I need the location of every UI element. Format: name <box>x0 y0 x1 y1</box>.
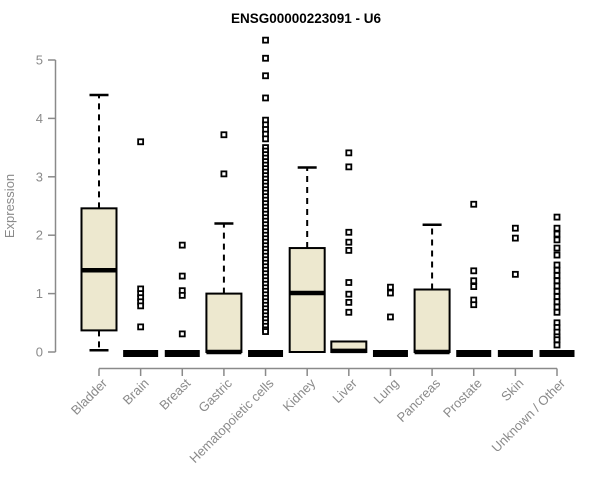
y-tick-label: 1 <box>36 286 43 301</box>
box <box>413 288 451 353</box>
outlier-point <box>553 251 561 259</box>
outlier-point <box>345 279 353 286</box>
outlier-point <box>137 323 145 331</box>
x-tick-label: Kidney <box>280 375 319 414</box>
collapsed-box <box>164 350 200 357</box>
y-tick-label: 0 <box>36 345 43 360</box>
outlier-point <box>553 261 561 269</box>
collapsed-box <box>456 350 492 357</box>
outlier-point <box>470 301 478 309</box>
x-tick-label: Liver <box>329 375 360 406</box>
outlier-point <box>553 303 561 311</box>
x-tick-label: Brain <box>120 376 152 408</box>
y-tick-label: 5 <box>36 53 43 68</box>
x-tick-label: Breast <box>156 375 193 412</box>
x-tick-label: Bladder <box>68 375 111 418</box>
collapsed-box <box>248 350 284 357</box>
outlier-point <box>262 72 269 80</box>
outlier-point <box>553 213 561 221</box>
outlier-point <box>553 341 561 349</box>
outlier-point <box>345 298 353 306</box>
outlier-point <box>553 287 561 295</box>
outlier-point <box>553 282 561 290</box>
y-tick-label: 3 <box>36 169 43 184</box>
outlier-point <box>345 246 353 254</box>
box <box>205 292 243 354</box>
outlier-point <box>262 36 269 44</box>
outlier-point <box>137 138 145 146</box>
outlier-point <box>345 149 353 157</box>
outlier-point <box>553 277 561 285</box>
outlier-point <box>511 270 519 278</box>
outlier-point <box>178 272 186 280</box>
collapsed-box <box>497 350 533 357</box>
outlier-point <box>345 228 353 236</box>
outlier-point <box>387 313 394 321</box>
outlier-point <box>553 230 561 238</box>
outlier-point <box>387 283 394 291</box>
outlier-point <box>178 330 186 338</box>
x-tick-label: Unknown / Other <box>489 375 569 455</box>
chart-title: ENSG00000223091 - U6 <box>231 11 382 26</box>
box <box>288 247 326 354</box>
outlier-point <box>553 336 561 344</box>
outlier-point <box>345 163 353 171</box>
outlier-point <box>553 298 561 306</box>
x-tick-label: Prostate <box>440 376 485 421</box>
y-tick-label: 4 <box>36 111 43 126</box>
y-axis-title: Expression <box>2 174 17 238</box>
x-tick-label: Lung <box>371 376 402 407</box>
collapsed-box <box>372 350 408 357</box>
outlier-point <box>262 328 269 335</box>
outlier-point <box>553 266 561 274</box>
outlier-point <box>470 277 478 285</box>
outlier-point <box>511 224 519 232</box>
outlier-point <box>470 267 478 275</box>
outlier-point <box>345 238 353 246</box>
outlier-point <box>553 272 561 279</box>
outlier-point <box>345 290 353 298</box>
x-tick-label: Skin <box>498 376 526 404</box>
outlier-point <box>178 241 186 249</box>
outlier-point <box>470 283 478 290</box>
outlier-point <box>553 244 561 252</box>
outlier-point <box>178 291 186 299</box>
outlier-point <box>470 200 478 208</box>
outlier-point <box>137 302 145 310</box>
outlier-point <box>220 131 228 139</box>
outlier-point <box>262 94 269 102</box>
outlier-point <box>553 308 561 316</box>
outlier-point <box>262 54 269 62</box>
x-tick-label: Pancreas <box>394 375 444 425</box>
x-tick-label: Gastric <box>195 375 235 415</box>
outlier-point <box>345 308 353 316</box>
collapsed-box <box>123 350 159 357</box>
y-tick-label: 2 <box>36 228 43 243</box>
outlier-point <box>262 135 269 143</box>
outlier-point <box>511 234 519 242</box>
outlier-point <box>220 170 228 178</box>
collapsed-box <box>539 350 575 357</box>
outlier-point <box>553 236 561 244</box>
outlier-point <box>553 293 561 300</box>
outlier-point <box>387 289 394 297</box>
outlier-point <box>553 224 561 232</box>
